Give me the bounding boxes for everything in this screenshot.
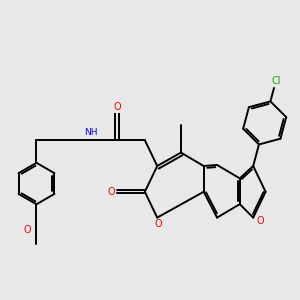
Text: O: O xyxy=(24,225,32,235)
Text: O: O xyxy=(113,102,121,112)
Text: Cl: Cl xyxy=(271,76,281,86)
Text: O: O xyxy=(256,216,264,226)
Text: NH: NH xyxy=(84,128,98,137)
Text: O: O xyxy=(155,219,163,230)
Text: O: O xyxy=(108,187,115,197)
